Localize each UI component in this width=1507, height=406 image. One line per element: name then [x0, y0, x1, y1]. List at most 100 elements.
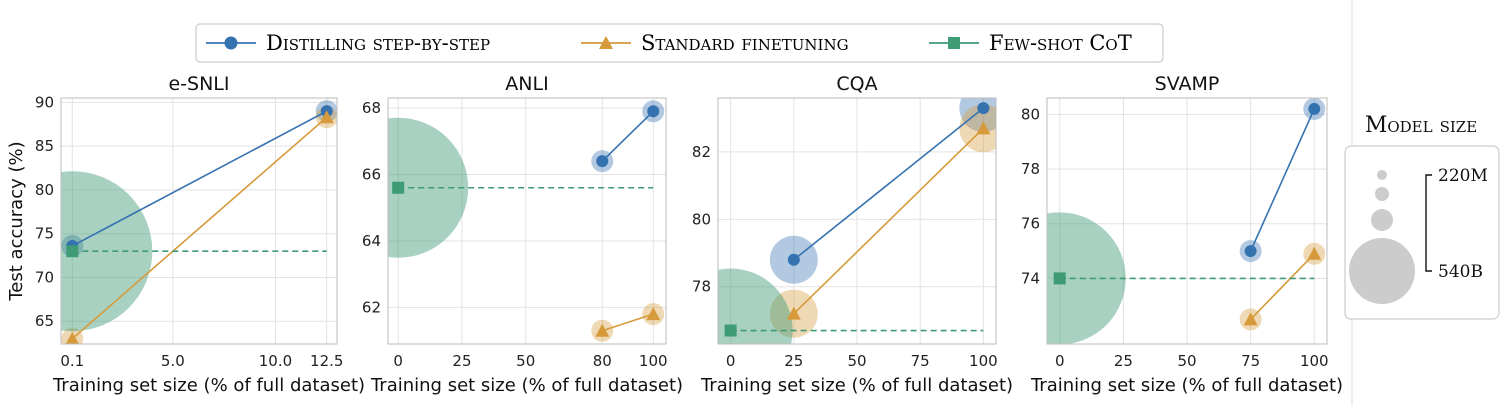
x-tick-label: 25 — [1114, 352, 1133, 370]
x-tick-label: 25 — [452, 352, 471, 370]
plot-frame — [60, 97, 338, 345]
data-point-circle — [1244, 245, 1257, 258]
y-tick-label: 80 — [35, 181, 54, 199]
y-tick-label: 65 — [35, 312, 54, 330]
plot-frame — [387, 97, 667, 345]
data-point-circle — [596, 155, 609, 168]
x-axis-title: Training set size (% of full dataset) — [1030, 375, 1343, 396]
panel-title: SVAMP — [1155, 73, 1220, 95]
plot-content — [61, 100, 337, 344]
series-line-1 — [601, 313, 654, 332]
y-tick-label: 78 — [692, 278, 711, 296]
x-tick-label: 50 — [516, 352, 535, 370]
series-legend-frame — [195, 23, 1164, 63]
x-tick-label: 50 — [847, 352, 866, 370]
data-point-circle — [787, 253, 800, 266]
data-point-triangle — [786, 306, 801, 320]
data-point-triangle — [646, 307, 661, 321]
series-line-1 — [71, 116, 328, 340]
size-label-top: 220M — [1438, 166, 1488, 186]
y-tick-label: 85 — [35, 137, 54, 155]
x-tick-label: 0 — [1055, 352, 1065, 370]
x-tick-label: 100 — [639, 352, 668, 370]
x-tick-label: 50 — [1177, 352, 1196, 370]
y-axis-title: Test accuracy (%) — [6, 141, 27, 301]
x-tick-label: 75 — [911, 352, 930, 370]
model-size-title: Model size — [1365, 113, 1477, 138]
series-legend: Distilling step-by-step Standard finetun… — [195, 23, 1164, 63]
plot-area — [61, 98, 337, 344]
series-line-0 — [71, 110, 328, 247]
size-bubble — [718, 268, 793, 344]
size-marker-220m — [1377, 170, 1387, 180]
x-tick-label: 5.0 — [161, 352, 185, 370]
legend-marker-circle — [224, 36, 238, 50]
data-point-circle — [1308, 102, 1321, 115]
x-tick-label: 0.1 — [60, 352, 84, 370]
legend-label-1: Standard finetuning — [641, 31, 849, 55]
data-point-triangle — [1307, 246, 1322, 260]
data-point-triangle — [319, 110, 334, 124]
chart-panels: 0.1 5.0 10.0 12.5 65 70 75 80 85 90 e-SNLI Training… — [6, 73, 1343, 396]
series-line-0 — [793, 107, 984, 261]
size-marker-540b — [1349, 238, 1415, 304]
y-tick-label: 80 — [1021, 105, 1040, 123]
data-point-square — [66, 245, 79, 258]
y-tick-label: 82 — [692, 143, 711, 161]
panel-title: e-SNLI — [168, 73, 229, 95]
panel-anli: 0 25 50 80 100 62 64 66 68 ANLI Training set size … — [362, 73, 683, 396]
y-tick-label: 70 — [35, 268, 54, 286]
model-size-legend: Model size 220M 540B — [1344, 113, 1500, 320]
plot-area — [388, 98, 666, 344]
size-marker-small — [1375, 187, 1389, 201]
series-line-1 — [1250, 253, 1315, 320]
size-bubble — [959, 104, 996, 153]
legend-entry-1: Standard finetuning — [581, 31, 849, 55]
data-point-triangle — [1243, 312, 1258, 326]
plot-content — [1047, 98, 1326, 344]
x-tick-label: 100 — [1300, 352, 1329, 370]
x-tick-label: 80 — [593, 352, 612, 370]
plot-content — [718, 98, 996, 344]
size-bracket — [1425, 174, 1432, 272]
panel-svamp: 0 25 50 75 100 74 76 78 80 SVAMP Training set size… — [1021, 73, 1343, 396]
data-point-square — [724, 324, 737, 337]
data-point-triangle — [595, 323, 610, 337]
y-tick-label: 74 — [1021, 269, 1040, 287]
data-point-circle — [977, 102, 990, 115]
y-tick-label: 62 — [362, 298, 381, 316]
y-tick-label: 80 — [692, 210, 711, 228]
plot-frame — [1046, 97, 1328, 345]
panel-cqa: 0 25 50 75 100 78 80 82 CQA Training set size (% … — [692, 73, 1013, 396]
y-tick-label: 75 — [35, 225, 54, 243]
series-line-1 — [793, 127, 984, 315]
legend-entry-0: Distilling step-by-step — [206, 31, 490, 55]
x-axis-title: Training set size (% of full dataset) — [370, 375, 683, 396]
panel-title: CQA — [836, 73, 877, 95]
x-tick-label: 25 — [784, 352, 803, 370]
y-tick-label: 64 — [362, 232, 381, 250]
x-axis-title: Training set size (% of full dataset) — [700, 375, 1013, 396]
panel-e-snli: 0.1 5.0 10.0 12.5 65 70 75 80 85 90 e-SNLI Training… — [6, 73, 365, 396]
panel-title: ANLI — [505, 73, 548, 95]
legend-label-0: Distilling step-by-step — [266, 31, 490, 55]
series-line-0 — [601, 110, 654, 162]
x-tick-label: 10.0 — [259, 352, 292, 370]
size-bubble — [388, 117, 469, 258]
x-tick-label: 0 — [726, 352, 736, 370]
legend-marker-square — [948, 37, 960, 49]
legend-label-2: Few-shot CoT — [989, 31, 1132, 55]
legend-marker-triangle — [599, 36, 613, 49]
series-line-0 — [1249, 108, 1316, 252]
y-tick-label: 78 — [1021, 160, 1040, 178]
size-bubble — [1047, 212, 1126, 344]
legend-entry-2: Few-shot CoT — [929, 31, 1132, 55]
x-tick-label: 75 — [1241, 352, 1260, 370]
y-tick-label: 76 — [1021, 215, 1040, 233]
data-point-square — [1053, 272, 1066, 285]
x-tick-label: 12.5 — [310, 352, 343, 370]
y-tick-label: 90 — [35, 93, 54, 111]
data-point-square — [392, 181, 405, 194]
y-tick-label: 66 — [362, 165, 381, 183]
y-tick-label: 68 — [362, 99, 381, 117]
